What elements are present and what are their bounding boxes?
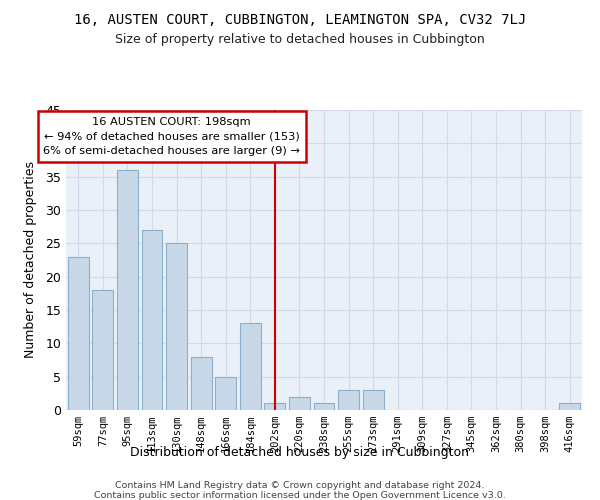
Bar	[166, 244, 187, 410]
Text: Contains public sector information licensed under the Open Government Licence v3: Contains public sector information licen…	[94, 491, 506, 500]
Text: 16, AUSTEN COURT, CUBBINGTON, LEAMINGTON SPA, CV32 7LJ: 16, AUSTEN COURT, CUBBINGTON, LEAMINGTON…	[74, 12, 526, 26]
Text: Distribution of detached houses by size in Cubbington: Distribution of detached houses by size …	[131, 446, 470, 459]
Bar	[265, 404, 286, 410]
Bar	[142, 230, 163, 410]
Bar	[92, 290, 113, 410]
Bar	[117, 170, 138, 410]
Text: Contains HM Land Registry data © Crown copyright and database right 2024.: Contains HM Land Registry data © Crown c…	[115, 481, 485, 490]
Bar	[68, 256, 89, 410]
Bar	[338, 390, 359, 410]
Text: Size of property relative to detached houses in Cubbington: Size of property relative to detached ho…	[115, 32, 485, 46]
Bar	[240, 324, 261, 410]
Bar	[215, 376, 236, 410]
Bar	[362, 390, 383, 410]
Bar	[314, 404, 334, 410]
Bar	[559, 404, 580, 410]
Bar	[191, 356, 212, 410]
Bar	[289, 396, 310, 410]
Y-axis label: Number of detached properties: Number of detached properties	[24, 162, 37, 358]
Text: 16 AUSTEN COURT: 198sqm
← 94% of detached houses are smaller (153)
6% of semi-de: 16 AUSTEN COURT: 198sqm ← 94% of detache…	[43, 116, 300, 156]
